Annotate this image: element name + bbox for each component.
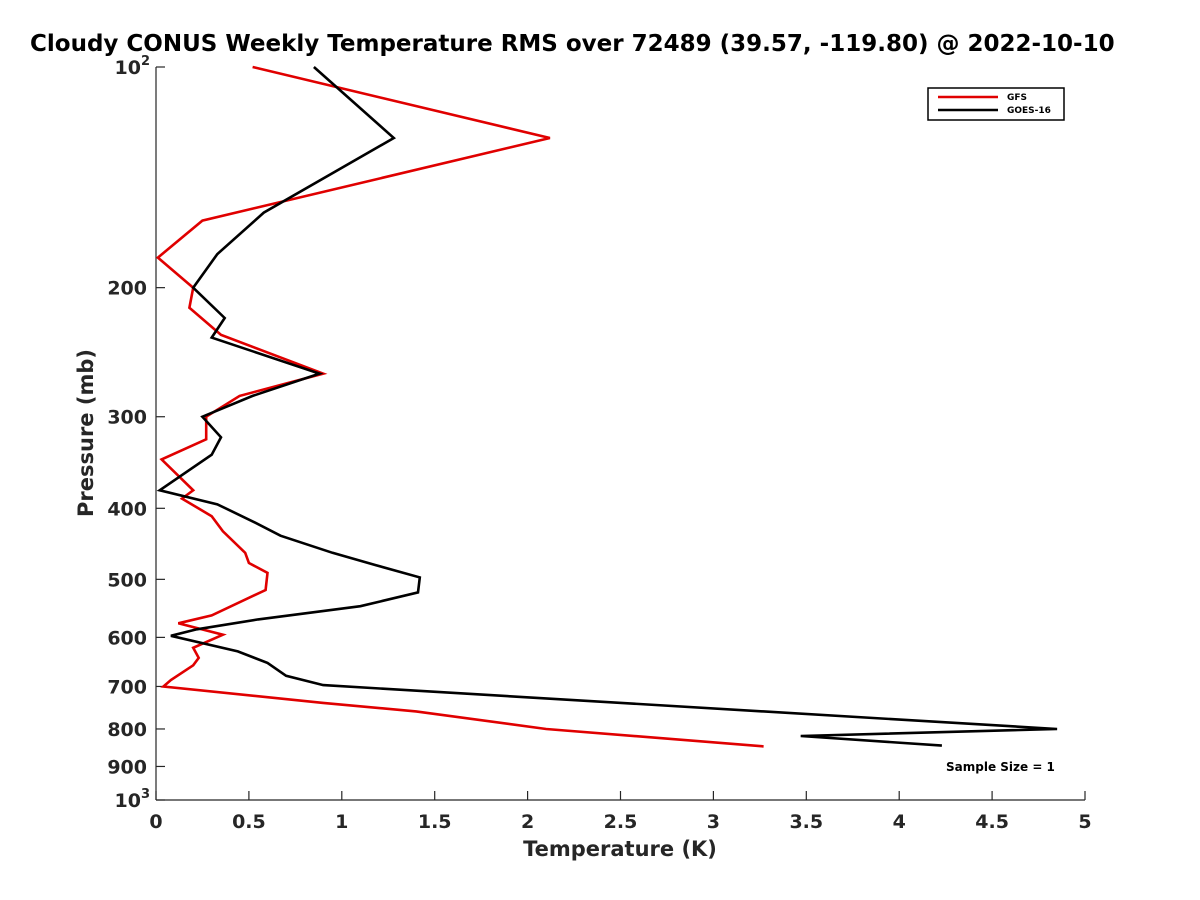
x-tick-label: 0 bbox=[149, 811, 162, 833]
x-tick-label: 3.5 bbox=[789, 811, 823, 833]
x-tick-label: 4.5 bbox=[975, 811, 1009, 833]
y-tick-label: 400 bbox=[107, 498, 147, 520]
legend-label: GFS bbox=[1007, 93, 1027, 103]
legend-label: GOES-16 bbox=[1007, 106, 1051, 116]
x-tick-label: 1 bbox=[335, 811, 348, 833]
x-tick-label: 4 bbox=[893, 811, 906, 833]
x-tick-label: 5 bbox=[1078, 811, 1091, 833]
series-line-gfs bbox=[155, 65, 764, 748]
y-tick-label: 800 bbox=[107, 719, 147, 741]
axes: 0 0.5 1 1.5 2 2.5 3 3.5 4 4.5 5 102 200 300 400 500 600 7… bbox=[107, 54, 1091, 833]
plot-lines bbox=[155, 65, 1058, 748]
x-axis-label: Temperature (K) bbox=[523, 837, 717, 861]
x-tick-label: 2.5 bbox=[604, 811, 638, 833]
x-tick-label: 1.5 bbox=[418, 811, 452, 833]
y-tick-label: 103 bbox=[115, 787, 151, 812]
x-tick-label: 2 bbox=[521, 811, 534, 833]
y-axis-label: Pressure (mb) bbox=[74, 349, 98, 517]
series-line-goes-16 bbox=[156, 66, 1058, 747]
y-tick-label: 200 bbox=[107, 278, 147, 300]
y-tick-label: 700 bbox=[107, 676, 147, 698]
y-tick-label: 900 bbox=[107, 756, 147, 778]
y-tick-label: 102 bbox=[115, 54, 151, 79]
y-tick-label: 300 bbox=[107, 407, 147, 429]
sample-size-annotation: Sample Size = 1 bbox=[946, 760, 1055, 774]
legend: GFS GOES-16 bbox=[927, 87, 1065, 121]
x-tick-label: 0.5 bbox=[232, 811, 266, 833]
legend-box bbox=[927, 87, 1065, 121]
y-tick-label: 500 bbox=[107, 569, 147, 591]
y-tick-label: 600 bbox=[107, 627, 147, 649]
chart-title: Cloudy CONUS Weekly Temperature RMS over… bbox=[30, 31, 1115, 57]
x-tick-label: 3 bbox=[707, 811, 720, 833]
